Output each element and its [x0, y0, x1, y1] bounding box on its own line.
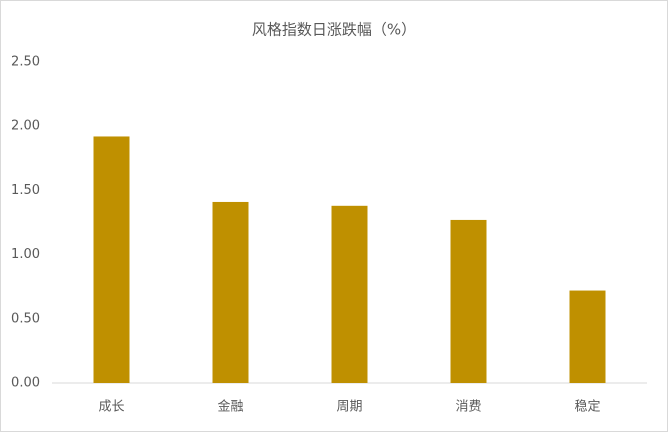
bar — [569, 290, 606, 383]
bar — [93, 136, 130, 383]
x-tick-label: 稳定 — [574, 399, 600, 415]
y-tick-label: 1.50 — [11, 183, 40, 198]
x-tick-label: 周期 — [336, 400, 362, 415]
x-tick-label: 金融 — [217, 399, 243, 415]
bar — [212, 201, 249, 383]
y-tick-label: 0.00 — [11, 376, 40, 391]
bar — [331, 205, 368, 383]
bar — [450, 219, 487, 383]
y-tick-label: 2.00 — [11, 119, 40, 134]
y-tick-label: 0.50 — [11, 311, 40, 326]
x-tick-label: 成长 — [98, 400, 124, 415]
x-tick-label: 消费 — [455, 400, 481, 415]
y-tick-label: 1.00 — [11, 247, 40, 262]
chart-title: 风格指数日涨跌幅（%） — [252, 21, 416, 39]
y-tick-label: 2.50 — [11, 55, 40, 70]
